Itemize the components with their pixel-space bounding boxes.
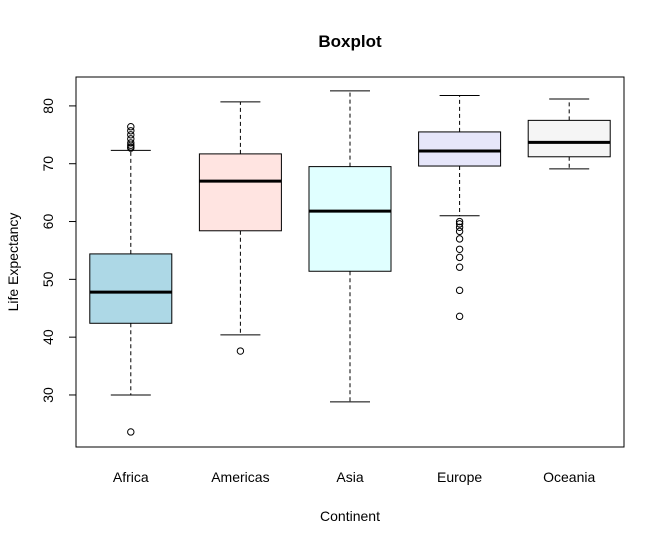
box-iqr (89, 253, 173, 324)
y-tick-label: 60 (40, 214, 56, 230)
box-iqr (418, 131, 502, 167)
y-tick-label: 50 (40, 271, 56, 287)
outlier-point (127, 131, 135, 139)
plot-frame (75, 76, 625, 448)
x-tick-label: Oceania (543, 469, 595, 485)
box-asia (308, 90, 392, 403)
outlier-point (455, 263, 464, 271)
box-iqr (198, 153, 282, 232)
outlier-point (455, 217, 464, 226)
y-tick-label: 30 (40, 387, 56, 403)
box-iqr (527, 119, 611, 158)
y-axis: 30 40 50 60 70 80 (40, 98, 76, 403)
chart-title: Boxplot (318, 32, 382, 51)
x-axis: Africa Americas Asia Europe Oceania (113, 469, 596, 485)
outlier-point (455, 253, 464, 262)
outlier-point (455, 227, 464, 236)
y-tick-label: 80 (40, 98, 56, 114)
outlier-point (455, 286, 464, 295)
x-tick-label: Americas (211, 469, 269, 485)
outlier-point (127, 135, 135, 143)
x-axis-label: Continent (320, 508, 380, 524)
outlier-point (455, 312, 464, 321)
box-africa (89, 123, 173, 436)
outlier-point (127, 428, 135, 436)
outlier-point (455, 223, 464, 232)
y-tick-label: 70 (40, 156, 56, 172)
box-europe (418, 95, 502, 321)
y-tick-label: 40 (40, 329, 56, 345)
box-iqr (308, 166, 392, 272)
outlier-point (127, 139, 135, 147)
outlier-point (127, 123, 135, 131)
outlier-point (455, 220, 464, 228)
x-tick-label: Europe (437, 469, 482, 485)
x-tick-label: Asia (336, 469, 363, 485)
x-tick-label: Africa (113, 469, 149, 485)
box-oceania (527, 98, 611, 170)
boxes-layer (89, 90, 611, 436)
box-americas (198, 101, 282, 355)
outlier-point (455, 245, 464, 253)
outlier-point (455, 235, 464, 243)
outlier-point (127, 127, 135, 135)
outlier-point (236, 347, 245, 355)
y-axis-label: Life Expectancy (5, 213, 21, 312)
